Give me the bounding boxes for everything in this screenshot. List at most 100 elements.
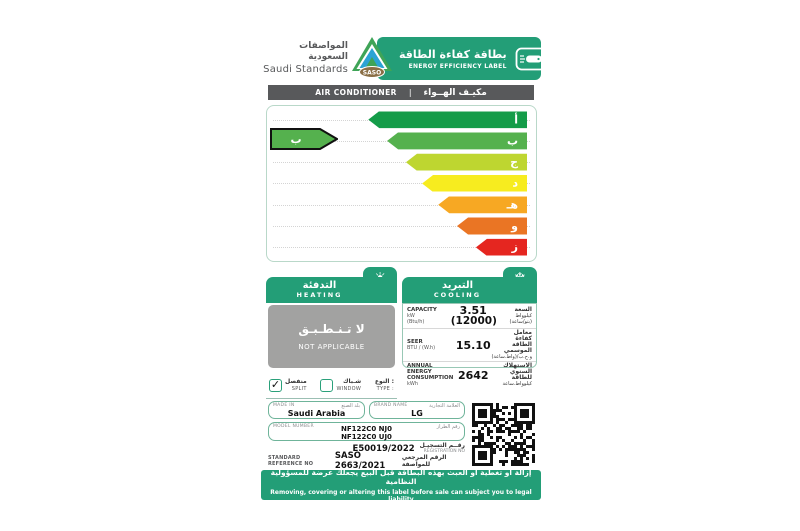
energy-efficiency-label: المواصفات السعودية Saudi Standards SASO … (261, 30, 547, 503)
heating-title-arabic: التدفئة (302, 280, 337, 291)
annual-energy-label: ANNUAL ENERGY CONSUMPTION (407, 363, 454, 381)
grade-letter: ز (511, 240, 518, 254)
label-title-arabic: بطاقة كفاءة الطاقة (399, 47, 507, 61)
saso-logo-icon: SASO (352, 37, 392, 78)
seer-number: 15.10 (455, 338, 491, 352)
leader-line (273, 226, 530, 228)
model-value-1: NF122C0 NJ0 (340, 425, 393, 433)
capacity-label-english: CAPACITY kW (Btu/h) (407, 307, 451, 325)
capacity-label-ar: السعة (514, 306, 532, 313)
org-identity: المواصفات السعودية Saudi Standards (261, 41, 348, 76)
made-in-value: Saudi Arabia (287, 409, 346, 418)
label-title-english: ENERGY EFFICIENCY LABEL (408, 62, 507, 70)
brand-value: LG (411, 409, 423, 418)
legal-notice-english: Removing, covering or altering this labe… (270, 488, 532, 503)
model-values: NF122C0 NJ0 NF122C0 UJ0 (269, 425, 464, 441)
grade-arrow: و (457, 217, 527, 235)
saso-logo-text: SASO (363, 70, 381, 77)
capacity-value: 3.51 (12000) (450, 304, 497, 327)
selected-grade-arrow: ب (270, 128, 338, 150)
standard-reference-row: STANDARD REFERENCE NO SASO 2663/2021 الر… (268, 451, 465, 471)
product-bar: AIR CONDITIONER | مكيـف الهــواء (268, 85, 534, 100)
model-label-arabic: رقم الطراز (436, 424, 460, 430)
brand-name-field: BRAND NAME العلامة التجارية LG (369, 401, 465, 419)
grade-letter: ب (506, 134, 518, 148)
cooling-title-english: COOLING (433, 291, 482, 299)
brand-label-english: BRAND NAME (374, 403, 408, 408)
capacity-btu-value: (12000) (450, 315, 497, 327)
leader-line (273, 183, 530, 185)
heating-status-arabic: لا تـنـطـبـق (298, 322, 365, 336)
annual-energy-label-english: ANNUAL ENERGY CONSUMPTION kWh (407, 363, 454, 387)
split-label-english: SPLIT (291, 385, 307, 392)
capacity-row: CAPACITY kW (Btu/h) 3.51 (12000) السعة ك… (403, 304, 536, 328)
seer-label: SEER (407, 339, 423, 345)
window-label-arabic: شـباك (343, 378, 362, 385)
unit-type-row: ✓ منفصل SPLIT شـباك WINDOW النوع : TYPE … (267, 377, 396, 394)
heating-status-english: NOT APPLICABLE (298, 343, 365, 351)
grade-letter: ج (510, 155, 518, 169)
org-name-english: Saudi Standards (263, 63, 348, 75)
seer-label-arabic: معامل كفاءة الطاقة الموسمي و.ح.ب/(واط.سا… (491, 330, 532, 361)
product-name-arabic: مكيـف الهــواء (423, 87, 487, 98)
model-number-field: MODEL NUMBER رقم الطراز NF122C0 NJ0 NF12… (268, 422, 465, 441)
type-caption-english: TYPE : (376, 385, 394, 392)
annual-energy-label-arabic: الاستهلاك السنوي للطاقة كيلوواط.ساعة (496, 363, 532, 388)
qr-code (470, 401, 537, 467)
registration-label-english: REGISTRATION NO (423, 448, 465, 454)
annual-energy-number: 2642 (457, 368, 489, 382)
capacity-unit: kW (407, 313, 415, 319)
grade-arrow: أ (368, 111, 527, 129)
legal-notice: إزالة أو تغطية أو العبث بهذه البطاقة قبل… (261, 467, 541, 503)
grade-row: ب (267, 130, 536, 151)
annual-energy-value: 2642 (451, 370, 496, 381)
seer-unit: BTU / (W.h) (407, 345, 436, 351)
grade-letter: هـ (506, 198, 518, 212)
heating-section: ☀ التدفئة HEATING لا تـنـطـبـق NOT APPLI… (266, 267, 397, 368)
capacity-kw-value: 3.51 (459, 304, 487, 317)
brand-label-arabic: العلامة التجارية (429, 403, 460, 409)
capacity-label-arabic: السعة كيلوواط (بتو/ساعة) (496, 306, 532, 326)
cooling-header: التبريد COOLING (402, 277, 537, 303)
window-checkbox (320, 379, 334, 392)
capacity-unit-2: (Btu/h) (407, 319, 425, 325)
heating-header: التدفئة HEATING (266, 277, 397, 303)
type-caption-arabic: النوع : (374, 378, 394, 385)
grade-arrow: هـ (438, 196, 527, 214)
seer-unit-ar: و.ح.ب/(واط.ساعة) (491, 354, 532, 360)
registration-row: E50019/2022 رقــم التسجيـل REGISTRATION … (268, 443, 465, 454)
label-title: بطاقة كفاءة الطاقة ENERGY EFFICIENCY LAB… (377, 48, 512, 70)
made-in-label-arabic: بلد الصنع (341, 403, 360, 409)
standard-label-arabic: الرقم المرجعي للمواصفة (401, 453, 447, 468)
leader-line (273, 162, 530, 164)
model-label-english: MODEL NUMBER (273, 424, 314, 429)
label-title-box: بطاقة كفاءة الطاقة ENERGY EFFICIENCY LAB… (377, 37, 547, 80)
grade-row: و (267, 215, 536, 236)
grade-row: أ (267, 109, 536, 130)
seer-value: 15.10 (451, 340, 496, 351)
grade-arrow: ج (405, 153, 527, 171)
standard-reference-number: SASO 2663/2021 (334, 450, 386, 471)
type-caption: النوع : TYPE : (374, 378, 394, 392)
grade-letter: د (512, 176, 518, 190)
grade-row: د (267, 173, 536, 194)
type-option-split: ✓ منفصل SPLIT (269, 378, 307, 392)
made-in-field: MADE IN بلد الصنع Saudi Arabia (268, 401, 365, 419)
grade-row: هـ (267, 194, 536, 215)
split-checkbox: ✓ (269, 378, 282, 392)
grade-row: ز (267, 237, 536, 258)
registration-labels: رقــم التسجيـل REGISTRATION NO (420, 443, 465, 454)
selected-grade-letter: ب (290, 132, 302, 146)
registration-number: E50019/2022 (352, 443, 415, 454)
cooling-data-table: CAPACITY kW (Btu/h) 3.51 (12000) السعة ك… (402, 303, 537, 387)
annual-energy-unit: kWh (407, 381, 419, 387)
type-option-window: شـباك WINDOW (320, 378, 362, 392)
leader-line (273, 204, 530, 206)
seer-label-english: SEER BTU / (W.h) (407, 339, 451, 351)
legal-notice-arabic: إزالة أو تغطية أو العبث بهذه البطاقة قبل… (270, 467, 532, 486)
window-label-english: WINDOW (336, 385, 362, 392)
capacity-label: CAPACITY (407, 307, 437, 313)
capacity-unit-ar-2: (بتو/ساعة) (509, 319, 532, 325)
heating-status: لا تـنـطـبـق NOT APPLICABLE (268, 305, 395, 368)
